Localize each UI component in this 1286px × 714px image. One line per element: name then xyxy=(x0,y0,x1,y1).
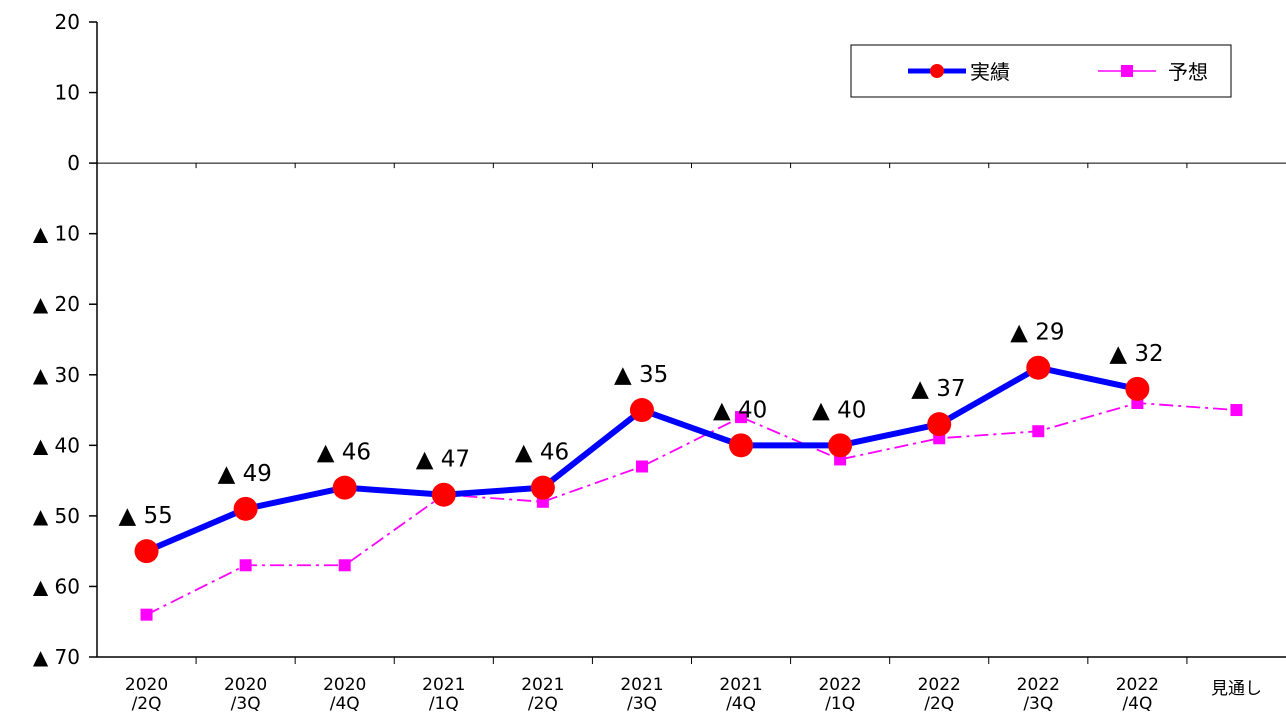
forecast-point xyxy=(635,460,648,473)
forecast-point xyxy=(1230,404,1243,417)
x-tick-label: 2020/2Q xyxy=(125,675,168,714)
y-tick-label: ▲ 50 xyxy=(33,504,80,528)
x-tick-label-line: 2021 xyxy=(422,675,465,695)
data-label: ▲ 29 xyxy=(1010,320,1064,346)
data-label: ▲ 46 xyxy=(317,440,371,466)
legend-actual-label: 実績 xyxy=(970,60,1010,84)
actual-point xyxy=(927,412,952,437)
forecast-point xyxy=(735,411,748,424)
x-tick-label-line: /2Q xyxy=(132,694,162,714)
data-label: ▲ 40 xyxy=(812,397,866,423)
x-tick-label-line: /4Q xyxy=(1122,694,1152,714)
actual-point xyxy=(629,398,654,423)
x-tick-label: 2020/4Q xyxy=(323,675,366,714)
series-actual-line xyxy=(145,364,1139,554)
actual-point xyxy=(729,433,754,458)
x-tick-label: 2022/2Q xyxy=(918,675,961,714)
x-tick-label: 2021/1Q xyxy=(422,675,465,714)
x-tick-label: 2022/3Q xyxy=(1017,675,1060,714)
x-tick-label: 2021/2Q xyxy=(521,675,564,714)
forecast-point xyxy=(338,559,351,572)
x-axis-ticks: 2020/2Q2020/3Q2020/4Q2021/1Q2021/2Q2021/… xyxy=(125,163,1262,714)
x-tick-label-line: /4Q xyxy=(330,694,360,714)
x-tick-label-line: 2020 xyxy=(125,675,168,695)
x-tick-label: 2020/3Q xyxy=(224,675,267,714)
actual-point xyxy=(134,539,159,564)
y-tick-label: 0 xyxy=(67,151,80,175)
forecast-point xyxy=(1032,425,1045,438)
forecast-point xyxy=(140,608,153,621)
y-axis-ticks: 20 10 0 ▲ 10 ▲ 20 ▲ 30 ▲ 40 ▲ 50 ▲ 60 ▲ 70 xyxy=(33,10,97,669)
chart-axes xyxy=(96,22,1286,658)
series-layer xyxy=(134,355,1243,621)
data-label: ▲ 55 xyxy=(119,503,173,529)
data-label: ▲ 32 xyxy=(1109,341,1163,367)
x-tick-label-line: 2020 xyxy=(323,675,366,695)
data-label: ▲ 40 xyxy=(713,397,767,423)
x-tick-label-line: 2021 xyxy=(521,675,564,695)
legend-forecast-label: 予想 xyxy=(1168,60,1208,84)
data-label: ▲ 46 xyxy=(515,440,569,466)
x-tick-label-line: /4Q xyxy=(726,694,756,714)
x-tick-label-line: 2021 xyxy=(719,675,762,695)
actual-point xyxy=(828,433,853,458)
x-tick-label-line: 2022 xyxy=(1116,675,1159,695)
y-tick-label: 10 xyxy=(55,81,80,105)
y-tick-label: ▲ 10 xyxy=(33,222,80,246)
y-tick-label: ▲ 40 xyxy=(33,433,80,457)
x-tick-label-line: /3Q xyxy=(1023,694,1053,714)
data-label: ▲ 47 xyxy=(416,447,470,473)
x-tick-label-line: /2Q xyxy=(528,694,558,714)
x-tick-label-line: 2022 xyxy=(918,675,961,695)
data-label: ▲ 49 xyxy=(218,461,272,487)
x-tick-label-line: 2022 xyxy=(818,675,861,695)
y-tick-label: ▲ 20 xyxy=(33,292,80,316)
data-label: ▲ 37 xyxy=(911,376,965,402)
y-tick-label: ▲ 30 xyxy=(33,363,80,387)
actual-point xyxy=(1026,355,1051,380)
x-tick-label-line: /3Q xyxy=(627,694,657,714)
x-tick-label: 2022/4Q xyxy=(1116,675,1159,714)
x-tick-label-line: 2020 xyxy=(224,675,267,695)
x-tick-label: 2021/3Q xyxy=(620,675,663,714)
actual-point xyxy=(1125,376,1150,401)
legend-forecast-marker xyxy=(1121,65,1133,77)
x-tick-label-line: /3Q xyxy=(231,694,261,714)
legend-actual-marker xyxy=(930,64,944,78)
actual-point xyxy=(530,475,555,500)
actual-point xyxy=(233,496,258,521)
x-tick-label: 見通し xyxy=(1211,679,1262,699)
x-tick-label-line: 見通し xyxy=(1211,679,1262,699)
x-tick-label: 2021/4Q xyxy=(719,675,762,714)
x-tick-label: 2022/1Q xyxy=(818,675,861,714)
x-tick-label-line: /1Q xyxy=(825,694,855,714)
y-tick-label: ▲ 60 xyxy=(33,574,80,598)
series-forecast-line xyxy=(146,402,1237,616)
actual-point xyxy=(332,475,357,500)
x-tick-label-line: /1Q xyxy=(429,694,459,714)
y-tick-label: ▲ 70 xyxy=(33,645,80,669)
data-labels: ▲ 55 ▲ 49 ▲ 46 ▲ 47 ▲ 46 ▲ 35 ▲ 40 ▲ 40 ▲ 37 ▲ 29… xyxy=(119,320,1164,529)
x-tick-label-line: /2Q xyxy=(924,694,954,714)
forecast-point xyxy=(239,559,252,572)
legend: 実績 予想 xyxy=(850,44,1232,98)
data-label: ▲ 35 xyxy=(614,362,668,388)
y-tick-label: 20 xyxy=(55,10,80,34)
actual-point xyxy=(431,482,456,507)
x-tick-label-line: 2022 xyxy=(1017,675,1060,695)
x-tick-label-line: 2021 xyxy=(620,675,663,695)
